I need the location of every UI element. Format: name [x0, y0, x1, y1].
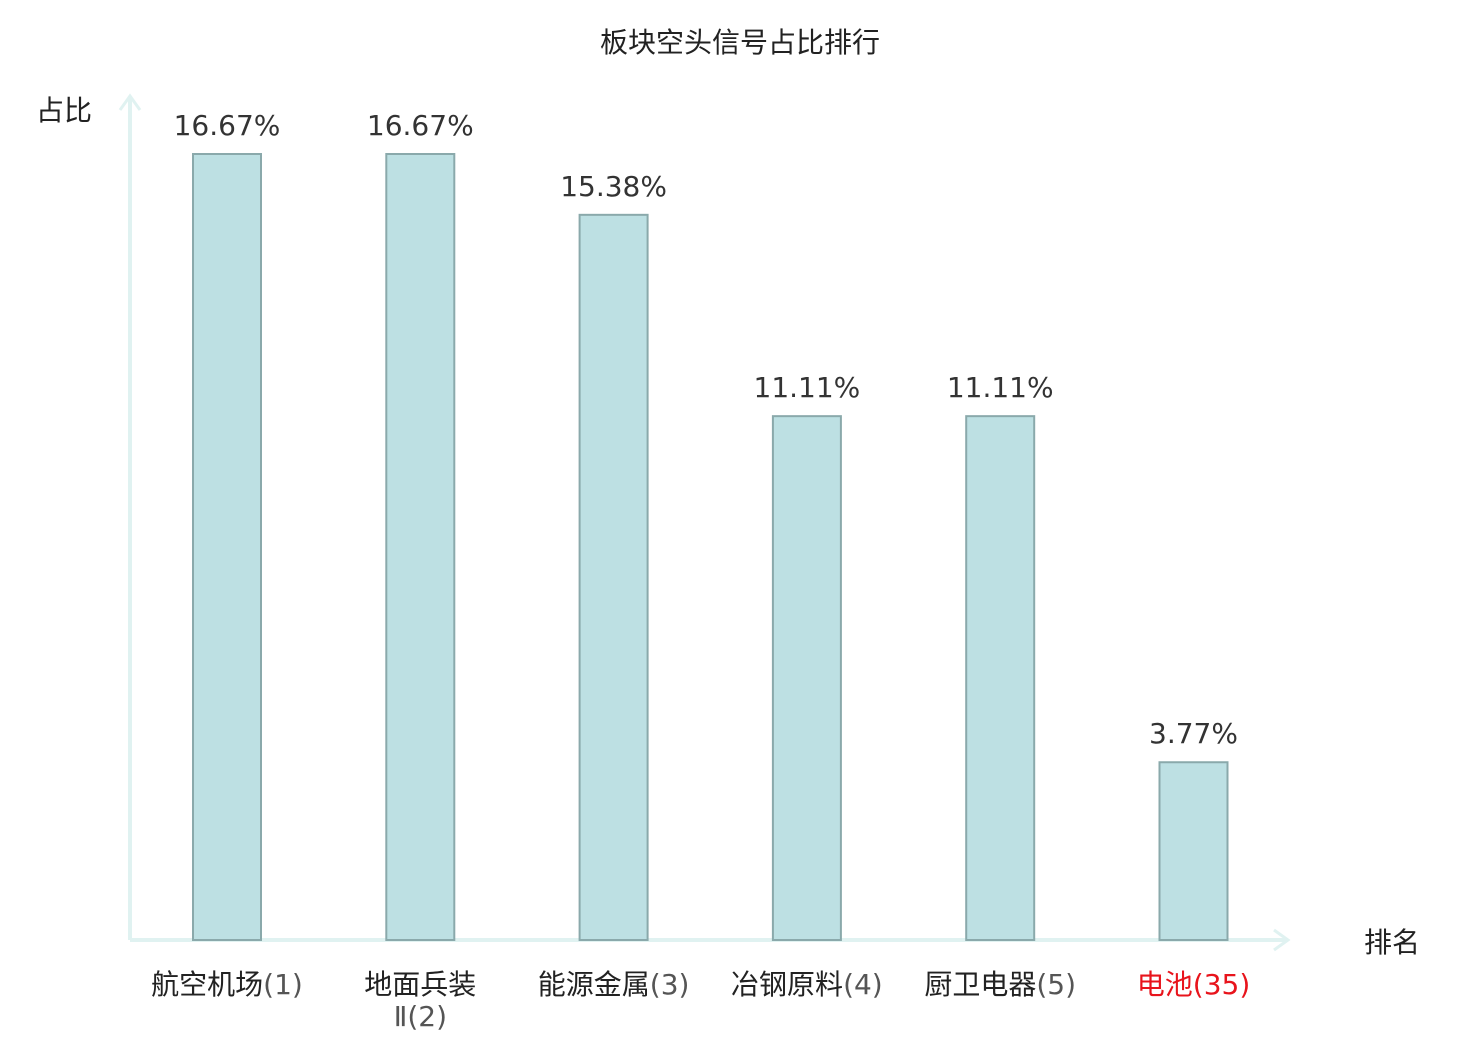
bar [965, 415, 1036, 941]
bar-value-label: 16.67% [367, 109, 474, 142]
category-name: 能源金属 [538, 968, 650, 1001]
bar-value-label: 11.11% [947, 371, 1054, 404]
category-name: 厨卫电器 [924, 968, 1036, 1001]
category-rank: (1) [263, 968, 303, 1001]
y-axis-label: 占比 [36, 94, 92, 127]
bar-value-label: 11.11% [754, 371, 861, 404]
x-axis-label: 排名 [1364, 926, 1420, 959]
bar [578, 213, 649, 942]
axes [118, 93, 1291, 952]
bar-value-label: 3.77% [1149, 717, 1238, 750]
category-label: 冶钢原料(4) [731, 968, 883, 1001]
bar-value-label: 15.38% [560, 170, 667, 203]
bar [771, 415, 842, 941]
category-label: 地面兵装 [364, 968, 476, 1001]
category-rank: (3) [650, 968, 690, 1001]
category-name: 冶钢原料 [731, 968, 843, 1001]
y-axis-arrow-icon [118, 93, 142, 111]
bar [192, 153, 262, 941]
category-label: 厨卫电器(5) [924, 968, 1076, 1001]
category-name: 航空机场 [151, 968, 263, 1001]
category-label-line2: Ⅱ(2) [394, 1000, 447, 1033]
category-name: 电池 [1137, 968, 1193, 1001]
category-label: 航空机场(1) [151, 968, 303, 1001]
chart-title: 板块空头信号占比排行 [600, 26, 880, 59]
category-rank: (2) [407, 1000, 447, 1033]
category-label: 电池(35) [1137, 968, 1251, 1001]
category-label: 能源金属(3) [538, 968, 690, 1001]
bar [1158, 761, 1229, 942]
bar-value-label: 16.67% [174, 109, 281, 142]
category-rank: (35) [1193, 968, 1250, 1001]
bars-group [192, 153, 1229, 942]
category-rank: (5) [1036, 968, 1076, 1001]
value-labels-group: 16.67% 16.67% 15.38% 11.11% 11.11% 3.77% [174, 109, 1238, 750]
x-axis-arrow-icon [1273, 928, 1291, 952]
category-name-suffix: Ⅱ [394, 1000, 408, 1033]
category-rank: (4) [843, 968, 883, 1001]
bar [385, 153, 456, 941]
category-name: 地面兵装 [364, 968, 476, 1001]
